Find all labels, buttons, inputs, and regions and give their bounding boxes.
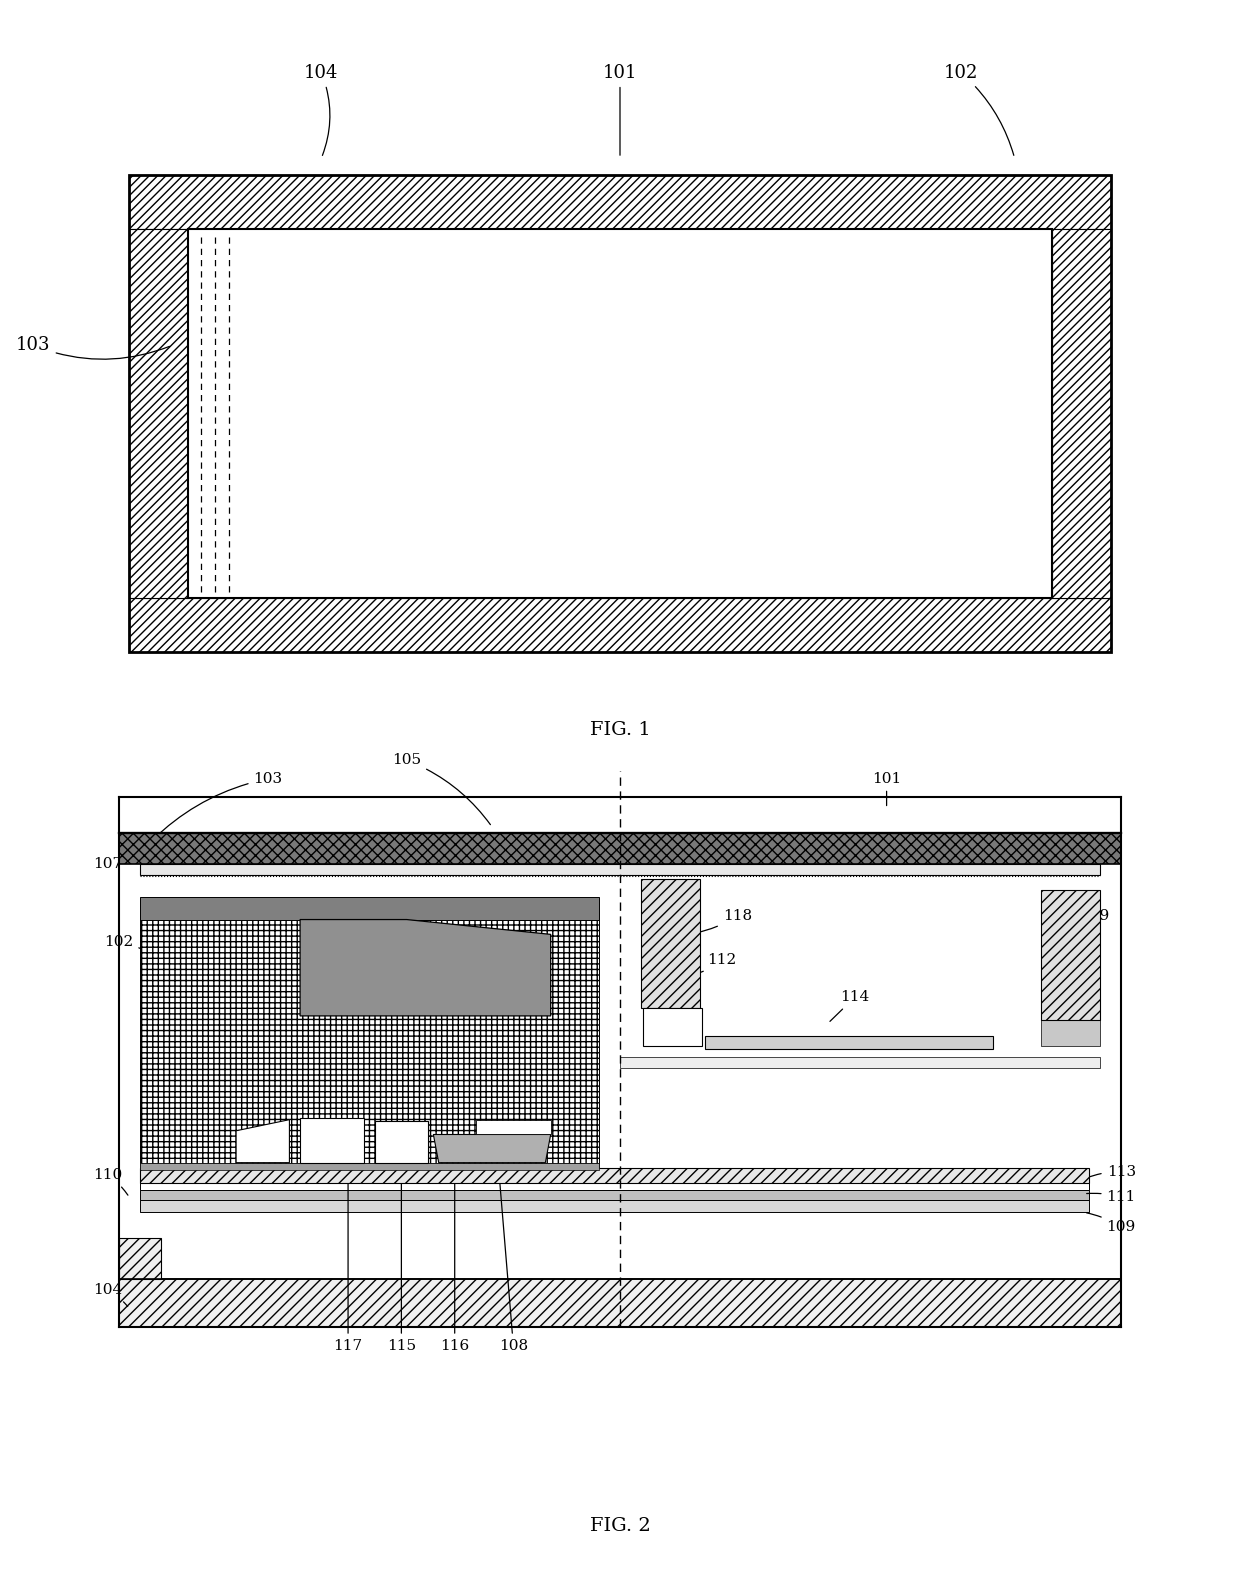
Text: 120: 120 (516, 924, 570, 954)
Text: 104: 104 (304, 63, 339, 156)
Text: 113: 113 (1086, 1164, 1136, 1178)
Bar (129, 598, 1111, 651)
Bar (140, 1191, 1089, 1200)
Text: 114: 114 (830, 990, 869, 1022)
Text: 102: 102 (104, 935, 181, 970)
Text: FIG. 2: FIG. 2 (590, 1517, 650, 1534)
Text: 107: 107 (93, 852, 126, 871)
Polygon shape (374, 1121, 428, 1162)
Bar (620, 1058, 1100, 1068)
Bar (644, 1009, 702, 1046)
Bar (129, 175, 1111, 229)
Text: 119: 119 (1075, 908, 1109, 940)
Text: 102: 102 (944, 63, 1014, 156)
Text: 101: 101 (872, 771, 901, 806)
Bar (140, 919, 599, 1169)
Text: 104: 104 (93, 1284, 128, 1306)
Bar (1042, 889, 1100, 1020)
Bar (1052, 229, 1111, 598)
Text: 111: 111 (1086, 1191, 1136, 1205)
Bar (119, 1279, 1121, 1328)
Text: 101: 101 (603, 63, 637, 155)
Polygon shape (300, 919, 551, 1016)
Bar (140, 897, 599, 919)
Bar (1042, 1020, 1100, 1046)
Text: 109: 109 (1086, 1213, 1136, 1235)
Bar (140, 1183, 1089, 1191)
Polygon shape (434, 1134, 551, 1162)
Text: 112: 112 (696, 954, 735, 975)
Bar (706, 1036, 993, 1049)
Bar (188, 229, 1052, 598)
Bar (129, 175, 1111, 651)
Bar (140, 1169, 1089, 1183)
Bar (140, 1200, 1089, 1213)
Text: FIG. 1: FIG. 1 (590, 721, 650, 738)
Bar (129, 229, 188, 598)
Bar (140, 864, 1100, 875)
Text: 116: 116 (440, 1156, 469, 1353)
Text: 103: 103 (16, 336, 170, 360)
Text: 108: 108 (497, 1156, 528, 1353)
Text: 117: 117 (334, 1156, 362, 1353)
Text: 103: 103 (153, 771, 283, 841)
Bar (119, 833, 1121, 864)
Text: 110: 110 (93, 1169, 128, 1195)
Bar (641, 878, 699, 1009)
Bar (119, 1238, 161, 1279)
Polygon shape (236, 1120, 289, 1162)
Text: 105: 105 (392, 754, 490, 825)
Bar (476, 1120, 551, 1134)
Polygon shape (300, 1118, 365, 1162)
Text: 118: 118 (692, 908, 751, 934)
Text: 115: 115 (387, 1156, 415, 1353)
Bar (140, 1162, 599, 1170)
